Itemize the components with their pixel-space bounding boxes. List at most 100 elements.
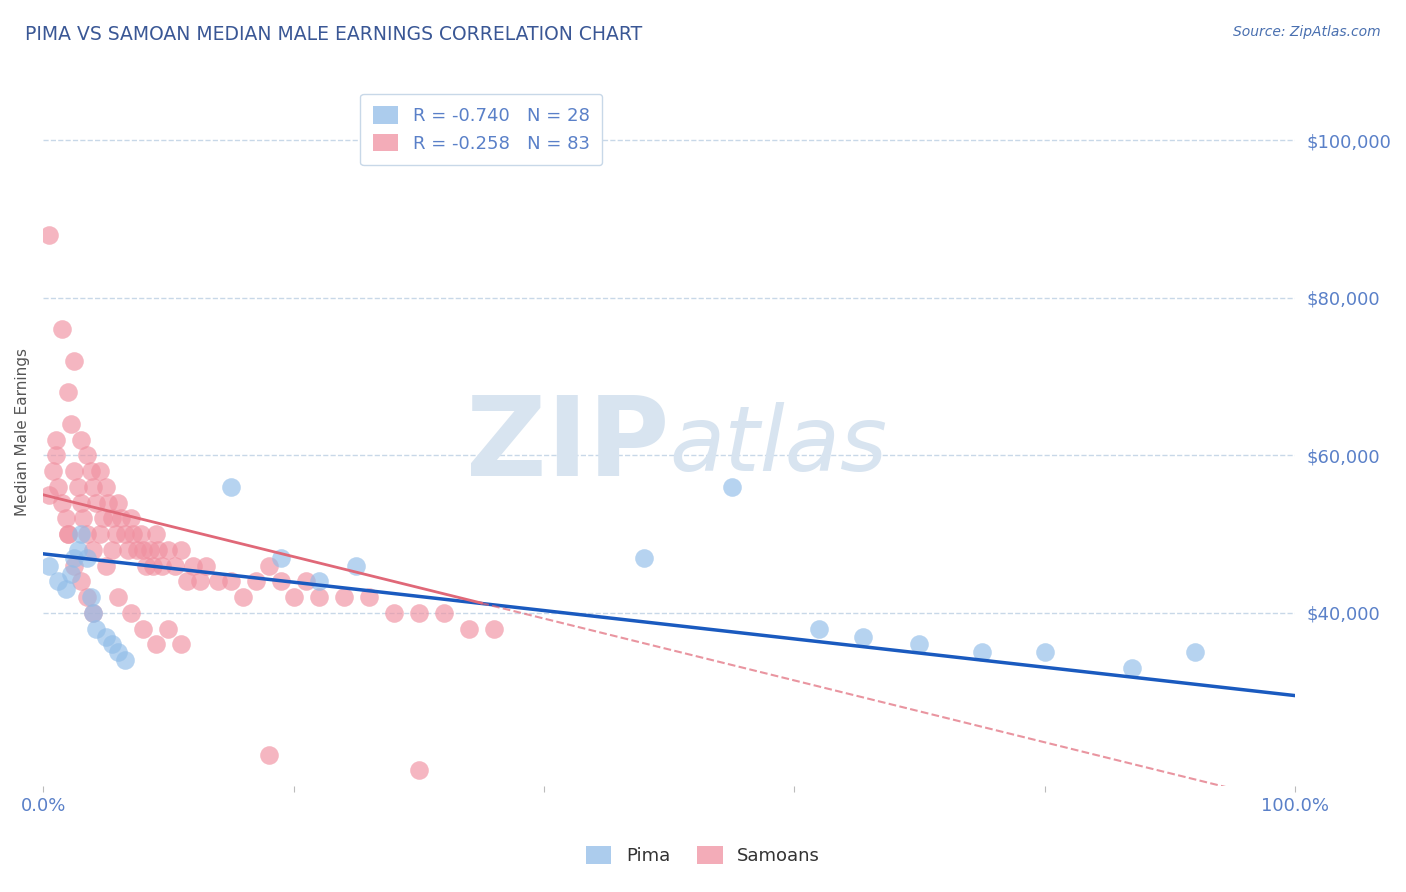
Point [908,637,931,651]
Y-axis label: Median Male Earnings: Median Male Earnings [15,348,30,516]
Point [84,622,107,636]
Point [219,574,242,589]
Point [194,558,217,573]
Point [138,542,160,557]
Point [38,488,60,502]
Point [69,496,91,510]
Point [101,511,124,525]
Point [45,449,67,463]
Point [183,558,205,573]
Point [142,558,165,573]
Point [852,630,875,644]
Point [82,606,104,620]
Point [132,542,155,557]
Point [170,637,193,651]
Point [970,645,993,659]
Point [245,574,267,589]
Point [270,550,292,565]
Point [170,542,193,557]
Point [283,590,305,604]
Point [232,590,254,604]
Point [107,590,129,604]
Point [63,550,86,565]
Point [408,764,430,778]
Point [633,550,655,565]
Point [408,606,430,620]
Point [107,496,129,510]
Point [808,622,831,636]
Point [55,511,77,525]
Point [132,622,155,636]
Point [51,496,73,510]
Point [76,590,98,604]
Point [122,527,145,541]
Point [69,433,91,447]
Point [76,449,98,463]
Point [59,566,82,581]
Text: ZIP: ZIP [465,392,669,500]
Point [72,511,94,525]
Point [1121,661,1143,675]
Point [82,606,104,620]
Point [219,480,242,494]
Text: PIMA VS SAMOAN MEDIAN MALE EARNINGS CORRELATION CHART: PIMA VS SAMOAN MEDIAN MALE EARNINGS CORR… [25,25,643,44]
Point [344,558,367,573]
Point [55,582,77,597]
Point [120,511,142,525]
Point [67,480,90,494]
Point [1184,645,1206,659]
Point [1033,645,1056,659]
Point [101,542,124,557]
Point [101,637,124,651]
Point [104,527,127,541]
Point [69,574,91,589]
Point [117,542,139,557]
Point [45,433,67,447]
Point [89,527,111,541]
Point [129,527,152,541]
Point [51,322,73,336]
Point [80,590,103,604]
Point [46,574,69,589]
Legend: Pima, Samoans: Pima, Samoans [579,839,827,872]
Point [82,480,104,494]
Point [357,590,380,604]
Legend: R = -0.740   N = 28, R = -0.258   N = 83: R = -0.740 N = 28, R = -0.258 N = 83 [360,94,602,166]
Point [176,574,198,589]
Point [145,527,167,541]
Point [270,574,292,589]
Point [382,606,405,620]
Point [42,464,65,478]
Text: Source: ZipAtlas.com: Source: ZipAtlas.com [1233,25,1381,39]
Point [114,653,136,667]
Point [89,464,111,478]
Point [457,622,479,636]
Point [69,527,91,541]
Point [76,527,98,541]
Point [308,574,330,589]
Point [82,542,104,557]
Point [157,542,180,557]
Point [67,542,90,557]
Point [63,354,86,368]
Point [150,558,173,573]
Point [97,496,120,510]
Point [257,747,280,762]
Point [163,558,186,573]
Point [135,558,157,573]
Point [46,480,69,494]
Point [257,558,280,573]
Text: atlas: atlas [669,402,887,490]
Point [157,622,180,636]
Point [188,574,211,589]
Point [433,606,456,620]
Point [94,480,117,494]
Point [58,385,80,400]
Point [148,542,170,557]
Point [110,511,132,525]
Point [59,417,82,431]
Point [308,590,330,604]
Point [94,630,117,644]
Point [482,622,505,636]
Point [114,527,136,541]
